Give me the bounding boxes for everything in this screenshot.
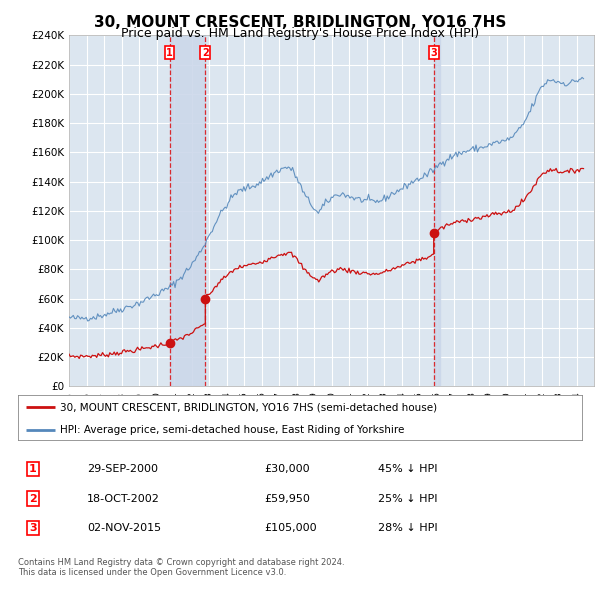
Text: 2: 2 (29, 494, 37, 503)
Text: £59,950: £59,950 (264, 494, 310, 503)
Text: Contains HM Land Registry data © Crown copyright and database right 2024.
This d: Contains HM Land Registry data © Crown c… (18, 558, 344, 577)
Text: 45% ↓ HPI: 45% ↓ HPI (378, 464, 437, 474)
Text: 3: 3 (29, 523, 37, 533)
Text: 1: 1 (29, 464, 37, 474)
Text: 1: 1 (166, 48, 173, 58)
Bar (434, 35, 440, 386)
Text: 3: 3 (430, 48, 437, 58)
Bar (170, 35, 205, 386)
Text: 25% ↓ HPI: 25% ↓ HPI (378, 494, 437, 503)
Text: £105,000: £105,000 (264, 523, 317, 533)
Text: HPI: Average price, semi-detached house, East Riding of Yorkshire: HPI: Average price, semi-detached house,… (60, 425, 404, 435)
Text: 28% ↓ HPI: 28% ↓ HPI (378, 523, 437, 533)
Text: Price paid vs. HM Land Registry's House Price Index (HPI): Price paid vs. HM Land Registry's House … (121, 27, 479, 40)
Text: 02-NOV-2015: 02-NOV-2015 (87, 523, 161, 533)
Text: 30, MOUNT CRESCENT, BRIDLINGTON, YO16 7HS: 30, MOUNT CRESCENT, BRIDLINGTON, YO16 7H… (94, 15, 506, 30)
Text: 18-OCT-2002: 18-OCT-2002 (87, 494, 160, 503)
Text: £30,000: £30,000 (264, 464, 310, 474)
Text: 2: 2 (202, 48, 209, 58)
Text: 29-SEP-2000: 29-SEP-2000 (87, 464, 158, 474)
Text: 30, MOUNT CRESCENT, BRIDLINGTON, YO16 7HS (semi-detached house): 30, MOUNT CRESCENT, BRIDLINGTON, YO16 7H… (60, 402, 437, 412)
